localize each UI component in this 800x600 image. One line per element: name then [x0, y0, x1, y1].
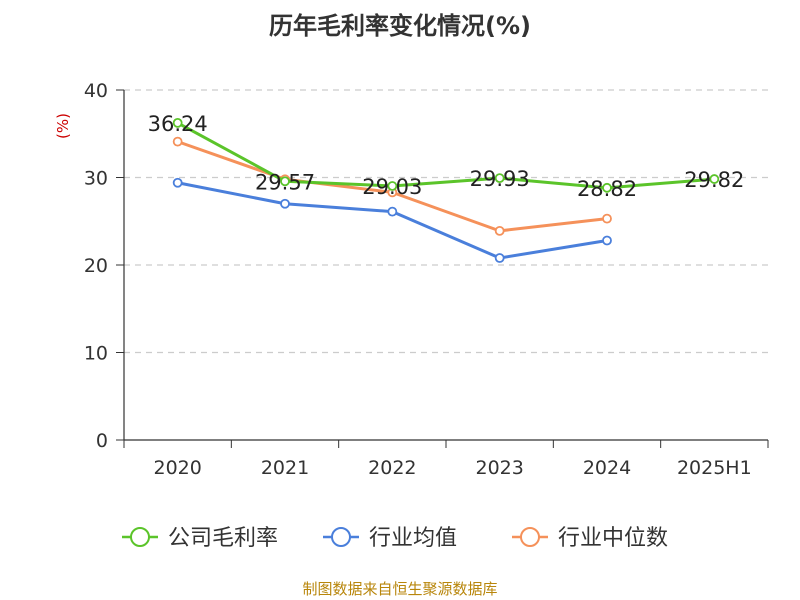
series-1 [172, 118, 720, 193]
data-labels: 36.24 29.57 29.03 29.93 28.82 29.82 [148, 112, 745, 201]
series-lines [172, 118, 720, 263]
legend-marker [331, 527, 351, 547]
data-point [494, 173, 505, 184]
x-tick-label: 2020 [153, 457, 201, 479]
x-tick-label: 2021 [261, 457, 309, 479]
x-tick-label: 2024 [583, 457, 631, 479]
data-point [602, 235, 612, 246]
data-point [387, 206, 398, 217]
data-point [602, 213, 612, 224]
y-tick-label: 10 [84, 343, 108, 365]
legend[interactable]: 公司毛利率 行业均值 行业中位数 [122, 526, 668, 551]
grid-lines [124, 89, 768, 354]
legend-marker [520, 527, 540, 547]
data-point [280, 176, 290, 187]
data-label: 29.82 [684, 168, 744, 192]
data-label: 28.82 [577, 177, 637, 201]
data-point [280, 198, 290, 209]
legend-item-3[interactable]: 行业中位数 [512, 526, 668, 551]
data-point [494, 253, 505, 263]
data-point [602, 182, 612, 193]
data-point [172, 177, 183, 188]
legend-marker [130, 527, 150, 547]
data-label: 29.03 [362, 175, 422, 199]
legend-label: 行业均值 [369, 526, 457, 551]
data-label: 29.57 [255, 170, 315, 194]
x-tick-label: 2023 [475, 457, 523, 479]
series-line [176, 121, 715, 190]
data-point [172, 118, 183, 128]
y-tick-label: 30 [84, 168, 108, 190]
data-point [387, 181, 398, 191]
legend-label: 行业中位数 [558, 526, 668, 551]
y-axis-ticks: 0 10 20 30 40 [84, 80, 124, 452]
y-axis-label: (%) [54, 113, 72, 139]
chart-title: 历年毛利率变化情况(%) [269, 12, 531, 40]
data-point [709, 174, 720, 184]
data-point [172, 136, 183, 147]
source-note: 制图数据来自恒生聚源数据库 [302, 580, 498, 598]
data-label: 36.24 [148, 112, 208, 136]
x-tick-label: 2022 [368, 457, 416, 479]
y-tick-label: 0 [96, 430, 108, 452]
x-tick-label: 2025H1 [677, 457, 752, 479]
y-tick-label: 20 [84, 255, 108, 277]
series-2 [172, 177, 612, 263]
data-label: 29.93 [470, 167, 530, 191]
legend-item-1[interactable]: 公司毛利率 [122, 526, 278, 551]
x-axis-ticks: 2020 2021 2022 2023 2024 2025H1 [123, 440, 769, 479]
legend-item-2[interactable]: 行业均值 [323, 526, 457, 551]
legend-label: 公司毛利率 [168, 526, 278, 551]
y-tick-label: 40 [84, 80, 108, 102]
data-point [494, 225, 505, 236]
